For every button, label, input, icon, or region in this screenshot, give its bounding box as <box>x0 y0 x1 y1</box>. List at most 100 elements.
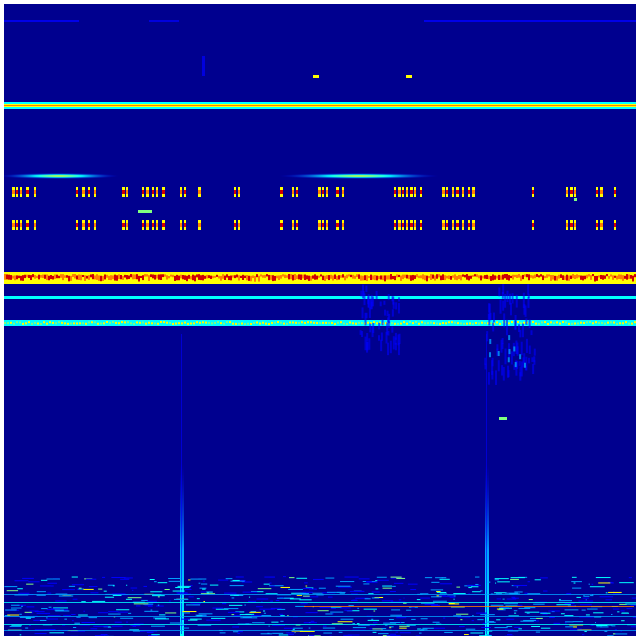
band-noise <box>37 322 39 325</box>
noise <box>312 578 324 580</box>
noise <box>272 624 285 626</box>
band-noise <box>566 274 568 281</box>
band-noise <box>634 321 636 324</box>
noise <box>456 586 461 588</box>
blob <box>387 342 390 356</box>
band-noise <box>16 275 18 280</box>
band-noise <box>427 322 429 325</box>
burst <box>442 190 445 194</box>
band-noise <box>68 275 70 282</box>
noise <box>355 597 369 599</box>
noise <box>470 632 484 634</box>
band-noise <box>211 322 213 325</box>
noise <box>305 587 314 589</box>
noise <box>188 596 194 598</box>
burst <box>394 190 396 194</box>
noise <box>46 617 48 619</box>
noise <box>147 605 153 607</box>
band-noise <box>58 275 60 279</box>
noise <box>29 610 39 612</box>
band-noise <box>361 321 363 324</box>
noise <box>518 628 522 630</box>
noise <box>83 610 85 612</box>
noise <box>564 622 567 624</box>
noise <box>272 632 284 634</box>
band-noise <box>472 322 474 325</box>
noise <box>71 613 76 615</box>
band-noise <box>106 274 108 278</box>
blob <box>497 360 500 372</box>
burst <box>402 190 404 194</box>
noise <box>132 630 145 632</box>
noise <box>487 581 491 583</box>
band-noise <box>580 275 582 280</box>
burst <box>156 190 158 194</box>
noise <box>295 593 310 595</box>
band-noise <box>492 274 494 281</box>
noise <box>496 598 501 600</box>
noise <box>74 622 80 624</box>
band-noise <box>67 322 69 325</box>
noise <box>431 596 442 598</box>
blob <box>367 299 370 308</box>
noise <box>496 593 502 595</box>
noise <box>516 586 518 588</box>
band-noise <box>148 321 150 324</box>
band-noise <box>76 322 78 325</box>
noise <box>168 578 181 580</box>
blob <box>394 342 397 351</box>
burst <box>456 223 459 227</box>
noise <box>88 617 98 619</box>
burst <box>198 223 201 227</box>
band-noise <box>92 274 94 280</box>
noise <box>22 577 34 579</box>
band-noise <box>242 274 244 280</box>
faint-line <box>4 20 79 22</box>
blob <box>391 309 394 317</box>
noise <box>386 635 401 636</box>
noise <box>198 582 201 584</box>
band-noise <box>223 322 225 325</box>
band-noise <box>350 274 352 278</box>
band-noise <box>506 274 508 280</box>
noise <box>256 598 269 600</box>
band-noise <box>622 275 624 281</box>
band-noise <box>4 322 6 325</box>
faint-line <box>424 20 636 22</box>
band-noise <box>463 322 465 325</box>
noise <box>443 617 446 619</box>
band-noise <box>96 274 98 280</box>
band-noise <box>554 275 556 281</box>
noise <box>279 613 284 615</box>
band-noise <box>625 321 627 324</box>
band-noise <box>74 274 76 279</box>
band-noise <box>475 321 477 324</box>
noise <box>143 585 147 587</box>
noise <box>26 606 35 608</box>
blob <box>387 317 390 323</box>
noise <box>389 627 392 629</box>
noise <box>268 625 270 627</box>
band-noise <box>562 275 564 280</box>
band-noise <box>451 321 453 324</box>
blob <box>519 366 522 377</box>
band-noise <box>344 275 346 281</box>
noise <box>223 608 239 610</box>
burst <box>596 223 598 227</box>
noise <box>183 627 190 629</box>
noise <box>439 593 448 595</box>
burst <box>296 190 298 194</box>
band-noise <box>301 321 303 324</box>
noise <box>9 625 22 627</box>
band-noise <box>600 274 602 280</box>
burst <box>16 223 18 227</box>
blob <box>391 326 394 333</box>
noise <box>88 586 98 588</box>
band-noise <box>244 322 246 325</box>
noise <box>136 605 141 607</box>
band-noise <box>146 274 148 277</box>
noise <box>468 587 472 589</box>
band-noise <box>354 275 356 279</box>
band-noise <box>216 274 218 277</box>
band-noise <box>424 322 426 325</box>
